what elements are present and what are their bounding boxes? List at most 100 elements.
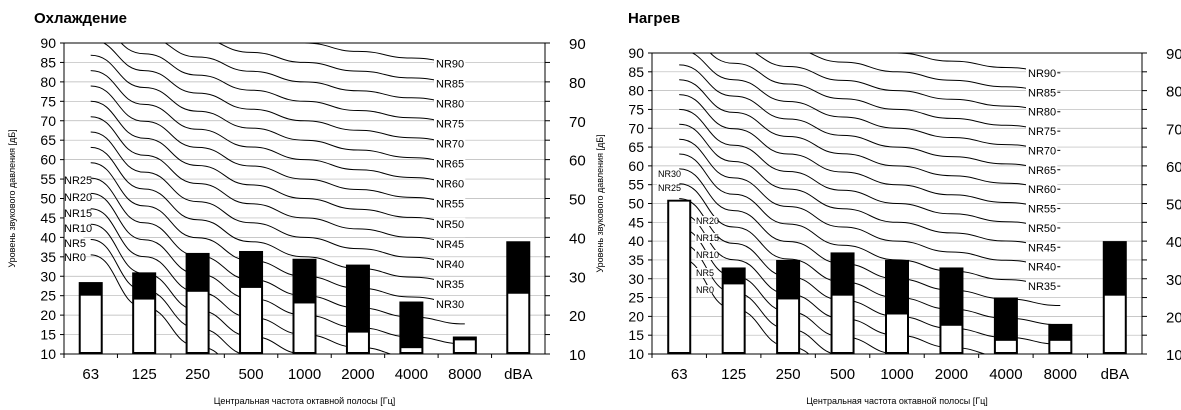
nr-curve xyxy=(679,94,1061,210)
nr-label: NR5 xyxy=(64,238,86,250)
nr-curve xyxy=(217,43,465,85)
nr-label: NR90 xyxy=(1028,68,1056,80)
chart-title: Охлаждение xyxy=(34,10,128,27)
x-tick-label: 8000 xyxy=(448,366,481,383)
y-tick-label: 30 xyxy=(40,268,56,284)
y-tick-label: 80 xyxy=(628,83,644,99)
heating-chart-panel: Нагрев NR0 NR5 NR10 NR15 NR20 NR25 NR30 NR35 NR4… xyxy=(590,0,1181,410)
x-tick-label: 63 xyxy=(82,366,99,383)
y-axis-label: Уровень звукового давления [дБ] xyxy=(595,134,605,272)
nr-curve xyxy=(679,153,1061,287)
y-tick-label: 50 xyxy=(628,196,644,212)
bar-white xyxy=(995,340,1016,352)
x-tick-label: 8000 xyxy=(1044,366,1077,383)
x-axis-label: Центральная частота октавной полосы [Гц] xyxy=(806,396,988,406)
y-right-tick-label: 70 xyxy=(1166,121,1181,138)
y-tick-label: 75 xyxy=(40,93,56,109)
x-tick-label: 250 xyxy=(185,366,210,383)
nr-label: NR80 xyxy=(1028,107,1056,119)
y-right-tick-label: 40 xyxy=(569,230,586,247)
y-right-tick-label: 10 xyxy=(1166,347,1181,364)
nr-curve xyxy=(90,70,465,185)
nr-label: NR60 xyxy=(1028,184,1056,196)
y-right-tick-label: 80 xyxy=(569,75,586,92)
y-right-tick-label: 60 xyxy=(569,153,586,170)
y-tick-label: 85 xyxy=(40,54,56,70)
y-tick-label: 10 xyxy=(40,346,56,362)
bar-white xyxy=(187,291,208,352)
y-tick-label: 60 xyxy=(628,158,644,174)
y-right-tick-label: 30 xyxy=(569,269,586,286)
bar-white xyxy=(832,295,853,352)
nr-label: NR45 xyxy=(436,239,464,251)
x-tick-label: 63 xyxy=(671,366,688,383)
y-axis-label: Уровень звукового давления [дБ] xyxy=(7,129,17,267)
nr-curve xyxy=(679,123,1061,248)
nr-curve xyxy=(679,79,1061,190)
x-tick-label: 500 xyxy=(830,366,855,383)
y-right-tick-label: 80 xyxy=(1166,84,1181,101)
nr-label: NR80 xyxy=(436,99,464,111)
bar-white xyxy=(454,340,475,352)
y-tick-label: 85 xyxy=(628,64,644,80)
nr-label: NR15 xyxy=(696,233,719,243)
cooling-chart-panel: Охлаждение NR0 NR5 NR10 NR15 NR20 NR25 NR30 NR3… xyxy=(0,0,590,410)
nr-label: NR65 xyxy=(1028,165,1056,177)
nr-curve xyxy=(90,162,465,305)
nr-label: NR30 xyxy=(436,299,464,311)
nr-curve xyxy=(887,53,1061,74)
x-tick-label: 1000 xyxy=(288,366,321,383)
y-right-tick-label: 90 xyxy=(1166,46,1181,63)
y-tick-label: 90 xyxy=(628,45,644,61)
bar-white xyxy=(294,303,315,352)
y-tick-label: 80 xyxy=(40,74,56,90)
bar-white xyxy=(941,325,962,352)
bar-white xyxy=(887,314,907,352)
nr-curve xyxy=(90,131,465,265)
y-tick-label: 65 xyxy=(628,139,644,155)
nr-curve xyxy=(90,192,465,345)
y-tick-label: 45 xyxy=(628,214,644,230)
y-right-tick-label: 60 xyxy=(1166,159,1181,176)
y-tick-label: 60 xyxy=(40,152,56,168)
bar-white xyxy=(778,299,799,352)
y-right-tick-label: 50 xyxy=(1166,197,1181,214)
x-tick-label: 125 xyxy=(721,366,746,383)
nr-label: NR55 xyxy=(436,199,464,211)
nr-curve xyxy=(679,168,1061,306)
nr-curve xyxy=(90,85,465,205)
x-tick-label: dBA xyxy=(504,366,532,383)
bar-white xyxy=(723,284,744,352)
nr-curve xyxy=(90,100,465,225)
y-tick-label: 25 xyxy=(40,288,56,304)
nr-label: NR40 xyxy=(1028,262,1056,274)
nr-label: NR15 xyxy=(64,208,92,220)
x-tick-label: 2000 xyxy=(935,366,968,383)
x-tick-label: 4000 xyxy=(989,366,1022,383)
y-tick-label: 70 xyxy=(628,120,644,136)
y-tick-label: 35 xyxy=(40,249,56,265)
nr-label: NR40 xyxy=(436,259,464,271)
nr-label: NR50 xyxy=(1028,223,1056,235)
x-axis-label: Центральная частота октавной полосы [Гц] xyxy=(214,396,396,406)
y-tick-label: 70 xyxy=(40,113,56,129)
nr-label: NR25 xyxy=(658,183,681,193)
nr-curve xyxy=(120,43,465,125)
nr-curve xyxy=(679,213,987,354)
nr-curve xyxy=(90,116,465,245)
y-right-tick-label: 40 xyxy=(1166,234,1181,251)
nr-curve xyxy=(709,53,1061,132)
bar-white xyxy=(80,295,101,352)
x-tick-label: 2000 xyxy=(341,366,374,383)
nr-curve xyxy=(90,177,465,325)
y-tick-label: 40 xyxy=(40,229,56,245)
y-tick-label: 10 xyxy=(628,346,644,362)
nr-label: NR60 xyxy=(436,179,464,191)
nr-label: NR70 xyxy=(436,139,464,151)
nr-label: NR20 xyxy=(64,192,92,204)
nr-label: NR5 xyxy=(696,268,714,278)
y-right-tick-label: 90 xyxy=(569,36,586,53)
y-right-tick-label: 50 xyxy=(569,192,586,209)
y-right-tick-label: 20 xyxy=(1166,309,1181,326)
y-tick-label: 75 xyxy=(628,101,644,117)
